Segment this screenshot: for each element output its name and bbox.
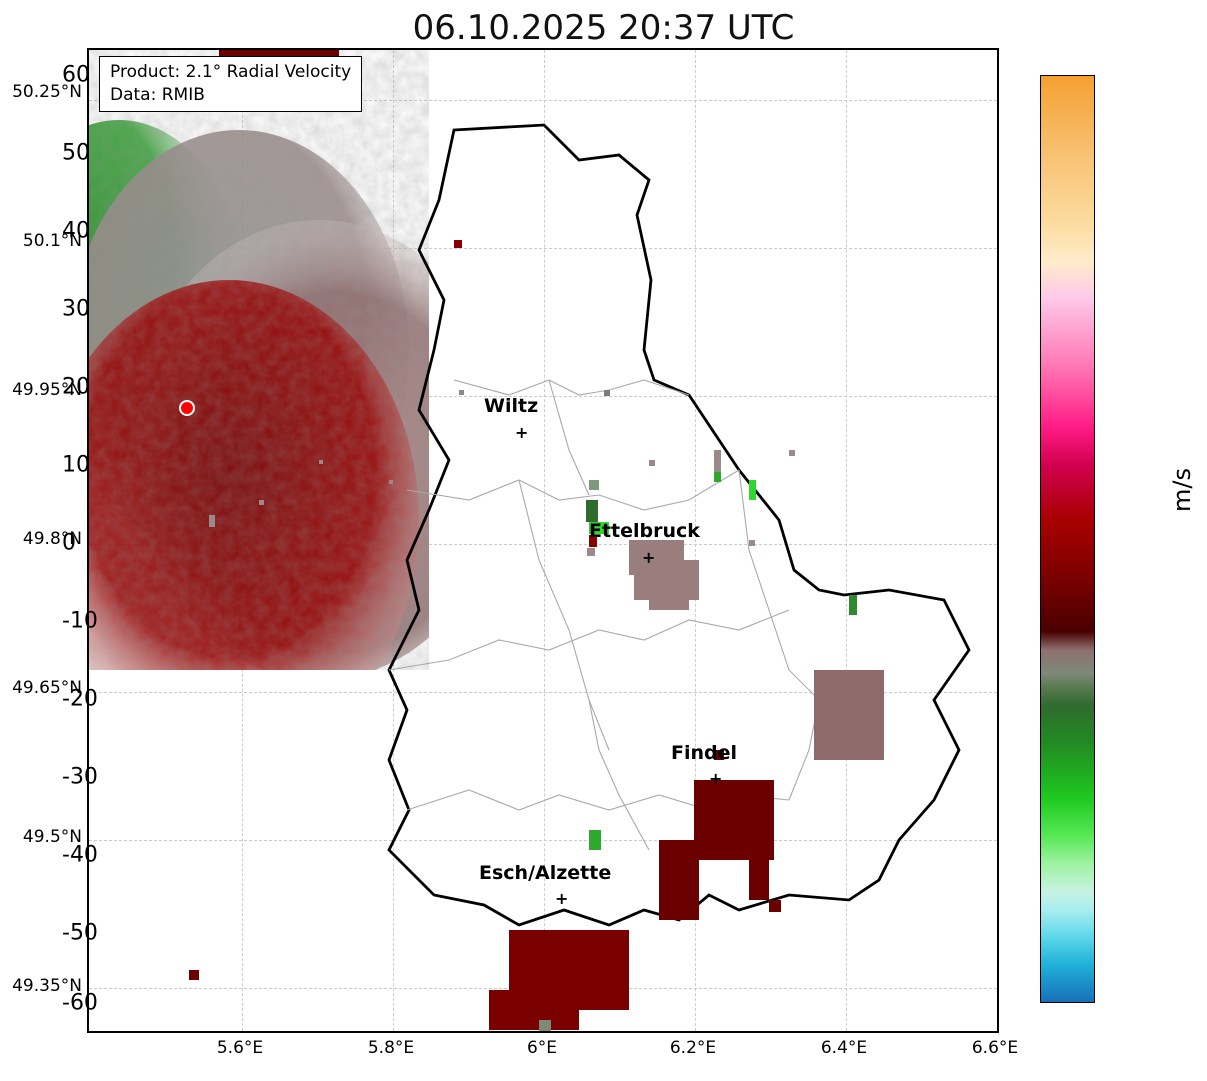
gridline-vertical [242, 50, 243, 1031]
gridline-horizontal [89, 692, 997, 693]
x-tick-label: 6.6°E [972, 1038, 1018, 1058]
city-marker-wiltz: + [515, 423, 528, 442]
colorbar-tick: 40 [62, 219, 90, 244]
gridline-horizontal [89, 248, 997, 249]
page-title: 06.10.2025 20:37 UTC [0, 8, 1207, 48]
gridline-vertical [846, 50, 847, 1031]
x-tick-label: 5.8°E [368, 1038, 414, 1058]
colorbar-tick: -60 [62, 991, 98, 1016]
city-marker-findel: + [709, 769, 722, 788]
x-tick-label: 6.4°E [821, 1038, 867, 1058]
colorbar-tick: 0 [62, 531, 76, 556]
gridline-horizontal [89, 840, 997, 841]
city-marker-ettelbruck: + [642, 548, 655, 567]
colorbar-tick: -50 [62, 921, 98, 946]
colorbar-tick: 10 [62, 453, 90, 478]
colorbar-tick: 50 [62, 141, 90, 166]
gridline-horizontal [89, 988, 997, 989]
x-tick-label: 6.2°E [670, 1038, 716, 1058]
colorbar-gradient [1040, 75, 1095, 1003]
gridline-vertical [544, 50, 545, 1031]
radar-map-plot: Product: 2.1° Radial Velocity Data: RMIB… [87, 48, 999, 1033]
x-tick-label: 6°E [527, 1038, 557, 1058]
gridline-horizontal [89, 544, 997, 545]
city-label-findel: Findel [671, 742, 737, 764]
colorbar-title-label: m/s [1168, 468, 1196, 512]
colorbar-tick: 30 [62, 297, 90, 322]
gridline-horizontal [89, 396, 997, 397]
colorbar-tick: 60 [62, 63, 90, 88]
city-marker-esch-alzette: + [555, 889, 568, 908]
colorbar-tick: -30 [62, 765, 98, 790]
colorbar [1040, 75, 1095, 1003]
colorbar-tick: -10 [62, 609, 98, 634]
city-label-wiltz: Wiltz [484, 395, 538, 417]
colorbar-tick: -40 [62, 843, 98, 868]
radar-station-marker [179, 400, 195, 416]
colorbar-tick: 20 [62, 375, 90, 400]
city-label-ettelbruck: Ettelbruck [589, 520, 700, 542]
colorbar-tick: -20 [62, 687, 98, 712]
x-tick-label: 5.6°E [217, 1038, 263, 1058]
gridline-vertical [393, 50, 394, 1031]
product-info-box: Product: 2.1° Radial Velocity Data: RMIB [99, 56, 362, 112]
city-label-esch-alzette: Esch/Alzette [479, 862, 611, 884]
gridline-vertical [695, 50, 696, 1031]
